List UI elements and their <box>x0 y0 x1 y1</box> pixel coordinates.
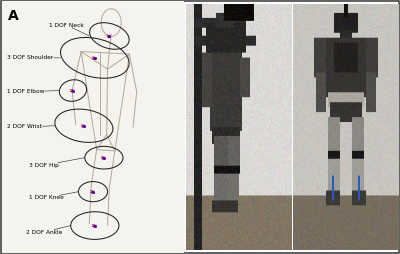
Text: 1 DOF Neck: 1 DOF Neck <box>49 23 89 36</box>
Text: 1 DOF Elbow: 1 DOF Elbow <box>8 89 59 94</box>
Text: 3 DOF Shoulder: 3 DOF Shoulder <box>8 55 60 60</box>
Text: 2 DOF Wrist: 2 DOF Wrist <box>8 124 55 130</box>
Text: 1 DOF Knee: 1 DOF Knee <box>29 192 78 200</box>
Text: A: A <box>8 9 18 23</box>
Text: 3 DOF Hip: 3 DOF Hip <box>29 158 85 168</box>
Text: B: B <box>187 6 198 20</box>
Text: 2 DOF Ankle: 2 DOF Ankle <box>26 226 71 235</box>
